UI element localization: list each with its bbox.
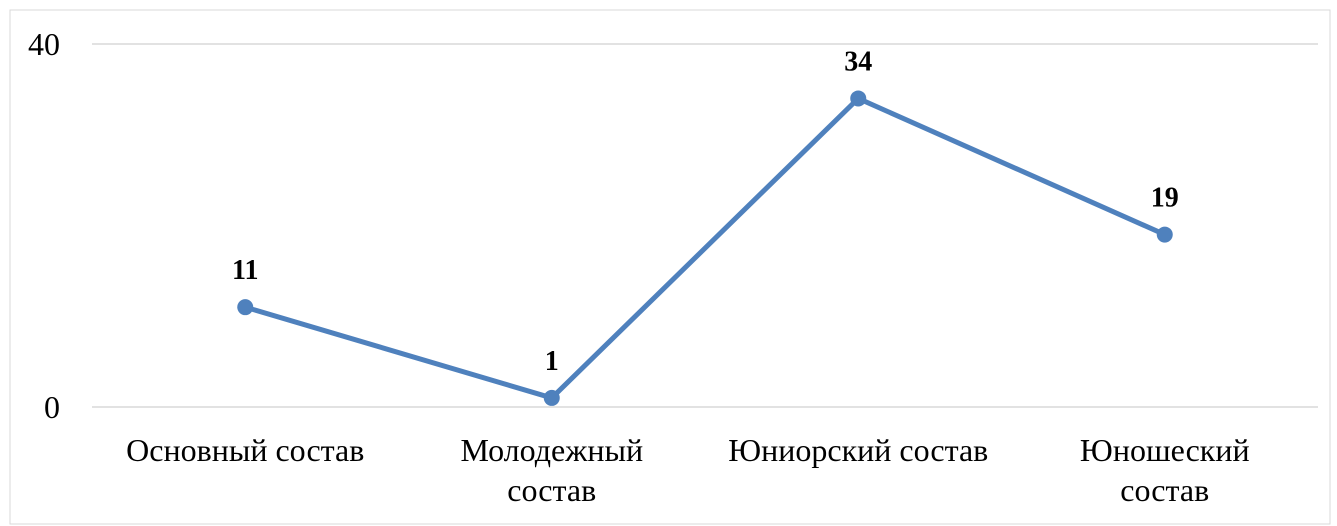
marker (1156, 226, 1173, 243)
y-tick-label: 0 (44, 389, 60, 425)
data-label: 34 (844, 46, 872, 77)
x-tick-label: Молодежный состав (460, 432, 644, 508)
data-label: 1 (545, 346, 559, 377)
marker (237, 299, 254, 316)
y-tick-label: 40 (28, 26, 60, 62)
line (244, 95, 1166, 401)
marker (543, 389, 560, 406)
data-label: 11 (232, 255, 258, 286)
chart-border (9, 9, 1331, 525)
x-tick-label: Юношеский состав (1079, 432, 1250, 508)
data-label: 19 (1151, 183, 1179, 214)
marker (850, 90, 867, 107)
x-tick-label: Основный состав (126, 432, 365, 468)
x-tick-label: Юниорский состав (728, 432, 989, 468)
